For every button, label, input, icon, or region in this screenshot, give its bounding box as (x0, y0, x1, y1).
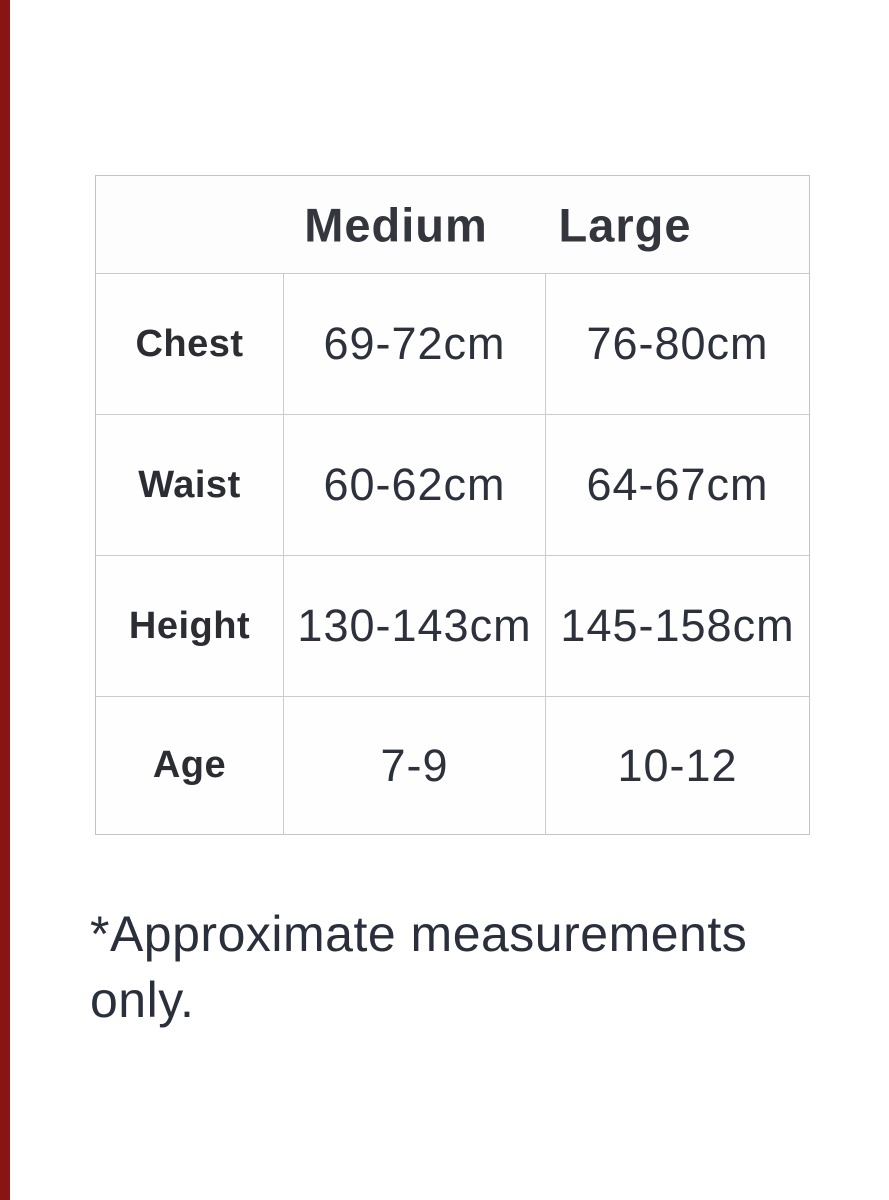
table-header-row: Medium Large (96, 176, 809, 273)
cell-waist-large: 64-67cm (546, 415, 809, 555)
row-label-waist: Waist (96, 415, 283, 555)
size-chart-table: Medium Large Chest 69-72cm 76-80cm Waist… (95, 175, 810, 835)
cell-age-large: 10-12 (546, 697, 809, 834)
cell-age-medium: 7-9 (284, 697, 545, 834)
measurements-footnote: *Approximate measurements only. (90, 906, 748, 1028)
row-label-age: Age (96, 697, 283, 834)
cell-chest-large: 76-80cm (546, 274, 809, 414)
cell-height-large: 145-158cm (546, 556, 809, 696)
cell-height-medium: 130-143cm (284, 556, 545, 696)
cell-chest-medium: 69-72cm (284, 274, 545, 414)
left-accent-bar (0, 0, 10, 1200)
row-label-height: Height (96, 556, 283, 696)
cell-waist-medium: 60-62cm (284, 415, 545, 555)
column-header-medium: Medium (304, 198, 488, 251)
column-header-large: Large (558, 198, 692, 251)
row-label-chest: Chest (96, 274, 283, 414)
